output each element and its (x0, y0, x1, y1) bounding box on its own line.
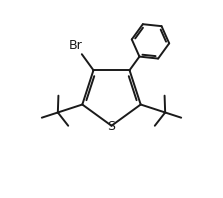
Text: Br: Br (68, 39, 82, 52)
Text: S: S (107, 120, 116, 133)
